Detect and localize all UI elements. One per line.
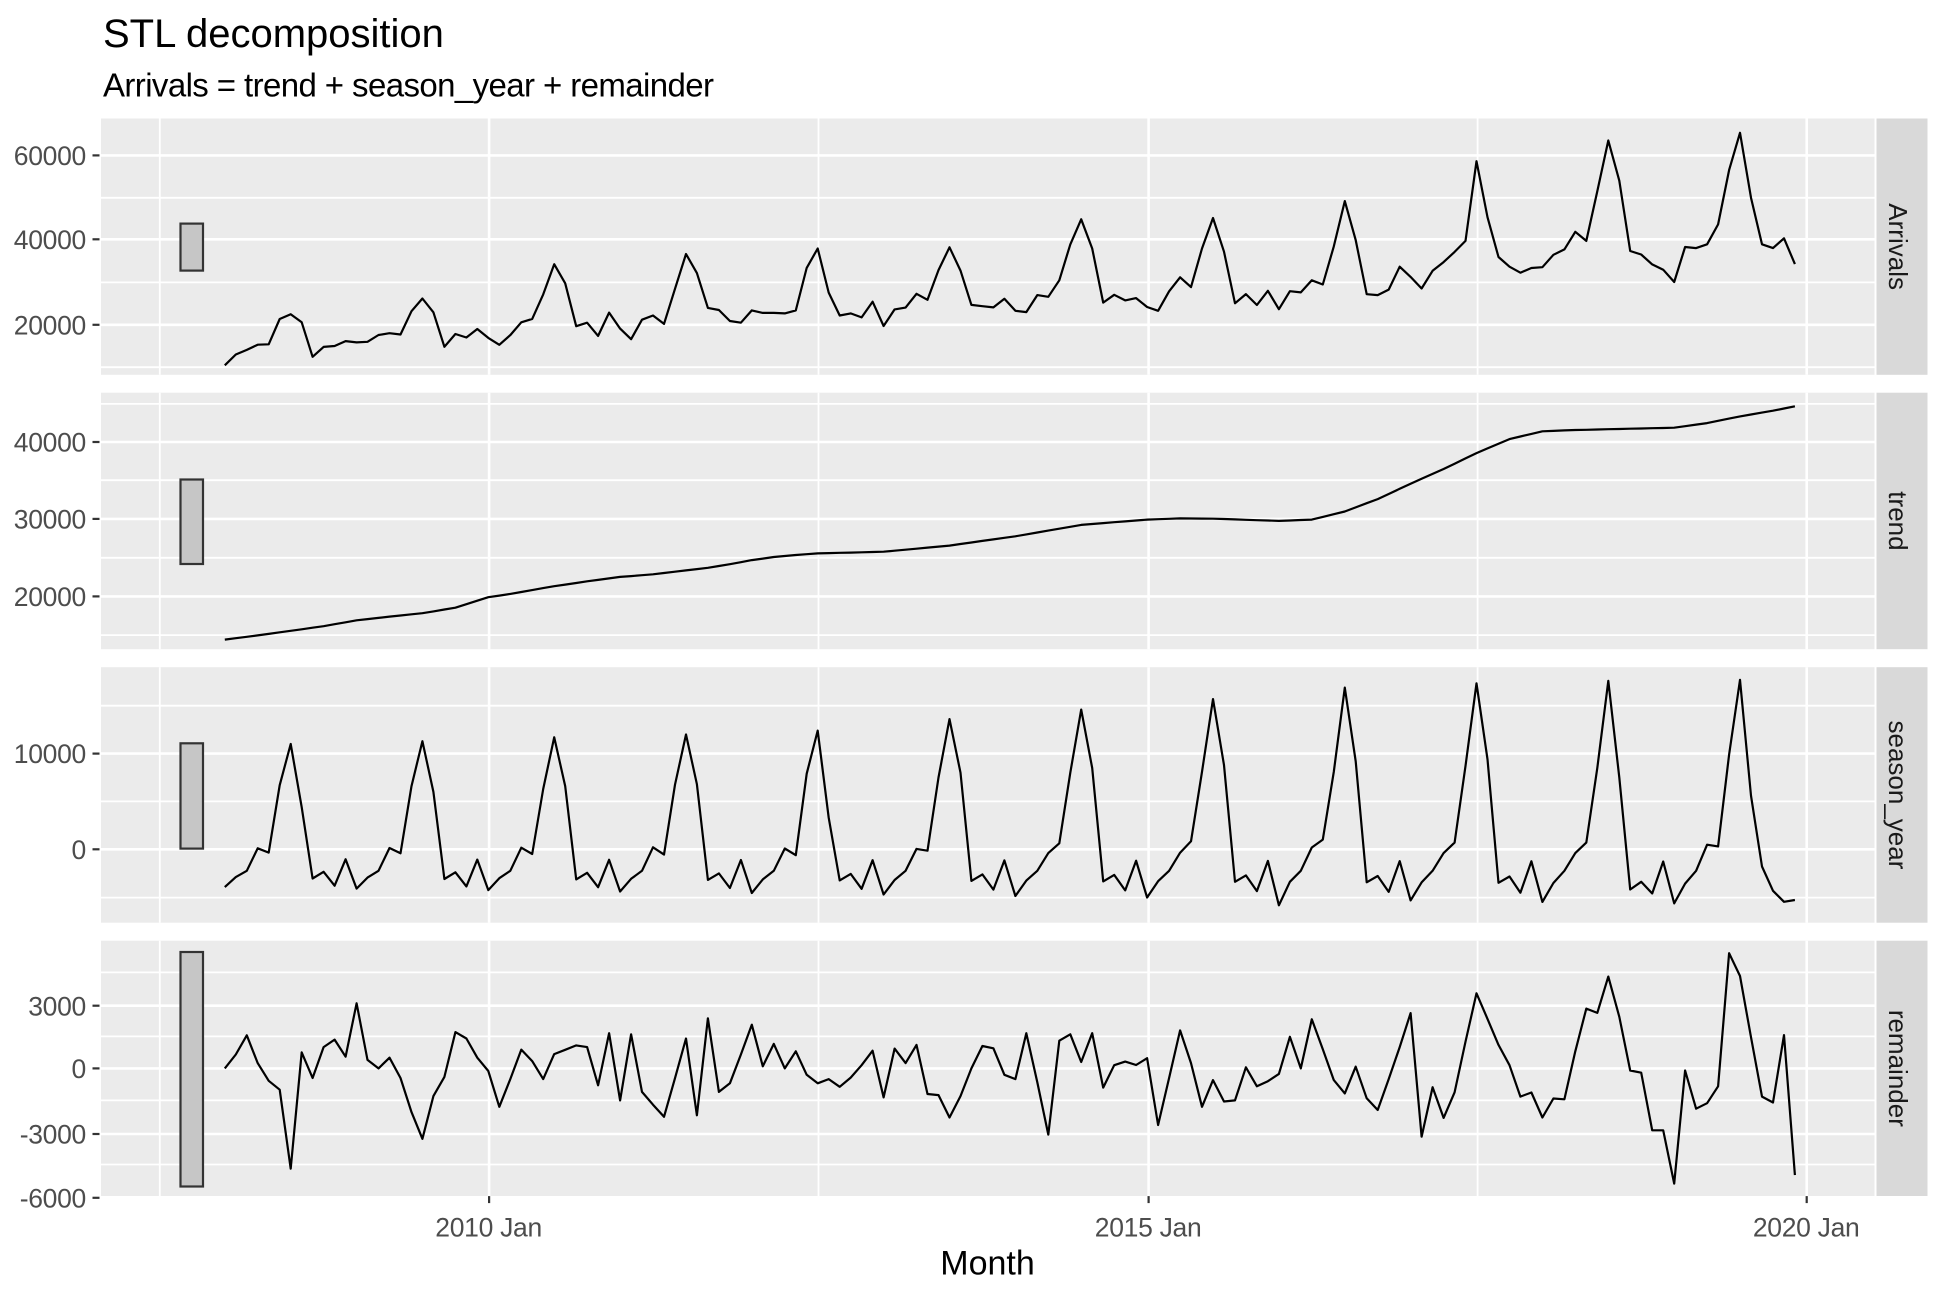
svg-text:Month: Month (940, 1245, 1035, 1283)
svg-text:Arrivals: Arrivals (1883, 203, 1913, 290)
svg-text:STL decomposition: STL decomposition (103, 12, 444, 56)
svg-text:3000: 3000 (28, 991, 86, 1021)
svg-text:0: 0 (72, 835, 86, 865)
svg-text:season_year: season_year (1883, 721, 1913, 870)
svg-text:-6000: -6000 (20, 1183, 86, 1213)
svg-text:10000: 10000 (14, 739, 86, 769)
svg-text:60000: 60000 (14, 141, 86, 171)
svg-text:remainder: remainder (1883, 1010, 1913, 1127)
svg-text:2020 Jan: 2020 Jan (1753, 1213, 1860, 1243)
svg-text:2010 Jan: 2010 Jan (435, 1213, 542, 1243)
svg-text:-3000: -3000 (20, 1120, 86, 1150)
svg-text:40000: 40000 (14, 225, 86, 255)
svg-text:30000: 30000 (14, 505, 86, 535)
svg-text:40000: 40000 (14, 428, 86, 458)
svg-text:20000: 20000 (14, 310, 86, 340)
svg-text:0: 0 (72, 1054, 86, 1084)
svg-text:2015 Jan: 2015 Jan (1095, 1213, 1202, 1243)
svg-text:20000: 20000 (14, 582, 86, 612)
svg-text:Arrivals = trend + season_year: Arrivals = trend + season_year + remaind… (103, 67, 714, 104)
svg-text:trend: trend (1883, 491, 1913, 550)
